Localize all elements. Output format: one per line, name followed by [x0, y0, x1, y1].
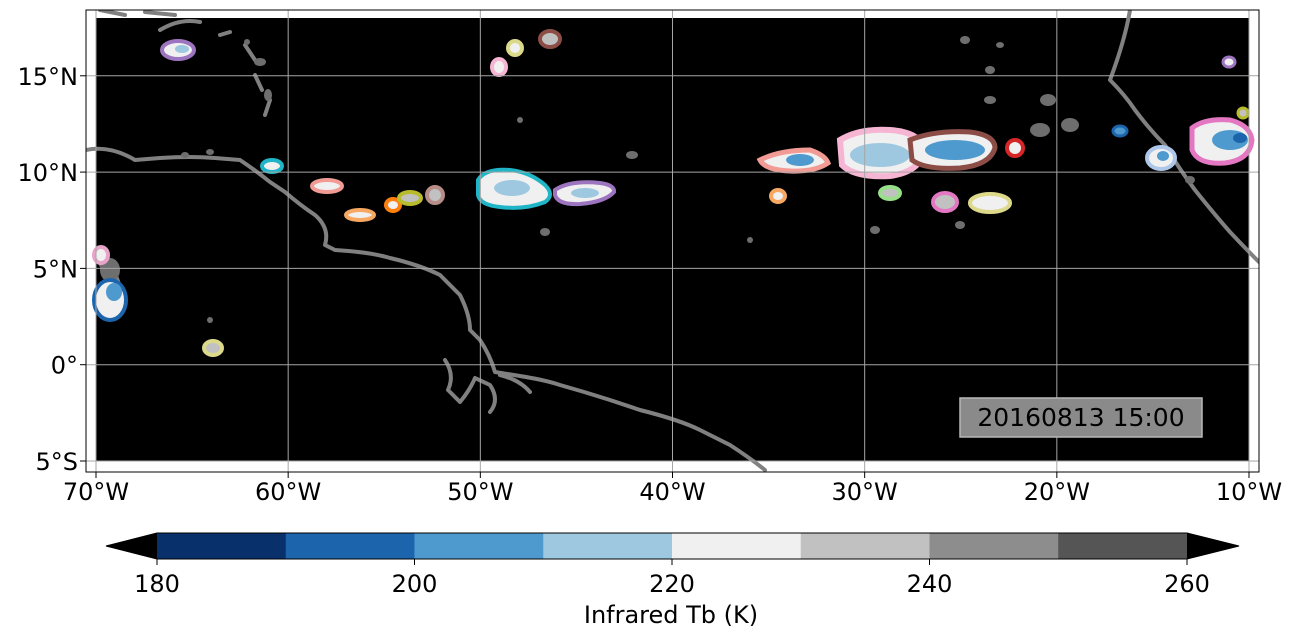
cluster-car-3 [310, 178, 344, 194]
cluster-south-1 [202, 339, 224, 357]
lon-tick-label: 20°W [1024, 478, 1090, 506]
south-america-coast [86, 146, 767, 472]
lon-tick-label: 50°W [447, 478, 513, 506]
cluster-car-1-core [175, 45, 189, 53]
cluster-car-4 [344, 208, 376, 222]
cluster-mid-1-core [494, 180, 530, 196]
cluster-e-12 [1221, 55, 1237, 69]
cluster-e-11 [1236, 106, 1250, 120]
colorbar-segment [929, 533, 1059, 559]
colorbar-segment [414, 533, 544, 559]
timestamp-label: 20160813 15:00 [977, 403, 1184, 432]
colorbar-segment [285, 533, 415, 559]
cluster-e-3-core [925, 140, 985, 160]
cluster-e-7 [968, 192, 1012, 214]
colorbar-segment [157, 533, 287, 559]
gray-specks [100, 36, 1195, 323]
cluster-west-1-core [106, 283, 122, 301]
lon-tick-label: 10°W [1216, 478, 1282, 506]
cluster-n-2 [506, 39, 524, 57]
colorbar-extend-high [1187, 533, 1239, 559]
colorbar-tick-label: 240 [907, 570, 953, 598]
cluster-car-5 [384, 197, 402, 213]
lon-tick-label: 40°W [639, 478, 705, 506]
cluster-n-3 [538, 29, 562, 49]
cluster-car-7 [425, 185, 445, 205]
lat-tick-label: 0° [51, 352, 78, 380]
cluster-car-2 [260, 158, 284, 174]
colorbar-tick-label: 200 [392, 570, 438, 598]
amazon-delta-coast [443, 358, 532, 414]
northern-coast-fragment [98, 10, 177, 17]
cluster-e-8 [1111, 124, 1129, 138]
cluster-e-10-core2 [1233, 133, 1247, 143]
lat-tick-label: 15°N [18, 63, 79, 91]
cluster-n-1 [490, 57, 508, 77]
cluster-e-6 [931, 191, 959, 213]
cluster-e-2-core [850, 143, 910, 167]
caribbean-islands-coast [158, 19, 272, 117]
timestamp-box: 20160813 15:00 [959, 397, 1203, 438]
lon-tick-label: 60°W [255, 478, 321, 506]
colorbar-tick-label: 260 [1164, 570, 1210, 598]
colorbar-tick-label: 220 [649, 570, 695, 598]
lon-axis: 70°W 60°W 50°W 40°W 30°W 20°W 10°W [63, 472, 1282, 506]
colorbar-segment [800, 533, 930, 559]
cluster-e-5 [878, 185, 902, 201]
timestamp-bg [959, 397, 1203, 438]
lon-tick-label: 70°W [63, 478, 129, 506]
cluster-e-4 [1005, 138, 1025, 158]
lat-tick-label: 5°S [35, 448, 78, 476]
colorbar-segment [672, 533, 802, 559]
cluster-mid-2-core [571, 188, 599, 198]
colorbar-label: Infrared Tb (K) [584, 601, 758, 629]
colorbar-segment [543, 533, 673, 559]
colorbar-segment [1058, 533, 1188, 559]
lon-tick-label: 30°W [832, 478, 898, 506]
cloud-clusters [92, 29, 1255, 357]
gridlines [86, 10, 1259, 472]
colorbar: 180 200 220 240 260 [105, 532, 1240, 598]
cluster-e-1-core [786, 154, 814, 166]
lat-tick-label: 10°N [18, 159, 79, 187]
cluster-west-2 [92, 245, 110, 265]
west-africa-coast [1108, 10, 1259, 264]
colorbar-extend-low [106, 533, 157, 559]
cluster-e-9-core [1157, 151, 1169, 161]
lat-axis: 15°N 10°N 5°N 0° 5°S [18, 63, 86, 476]
cluster-car-6 [397, 190, 423, 206]
cluster-mid-3 [769, 188, 787, 204]
lat-tick-label: 5°N [33, 255, 78, 283]
map-content [86, 10, 1259, 472]
colorbar-tick-label: 180 [134, 570, 180, 598]
